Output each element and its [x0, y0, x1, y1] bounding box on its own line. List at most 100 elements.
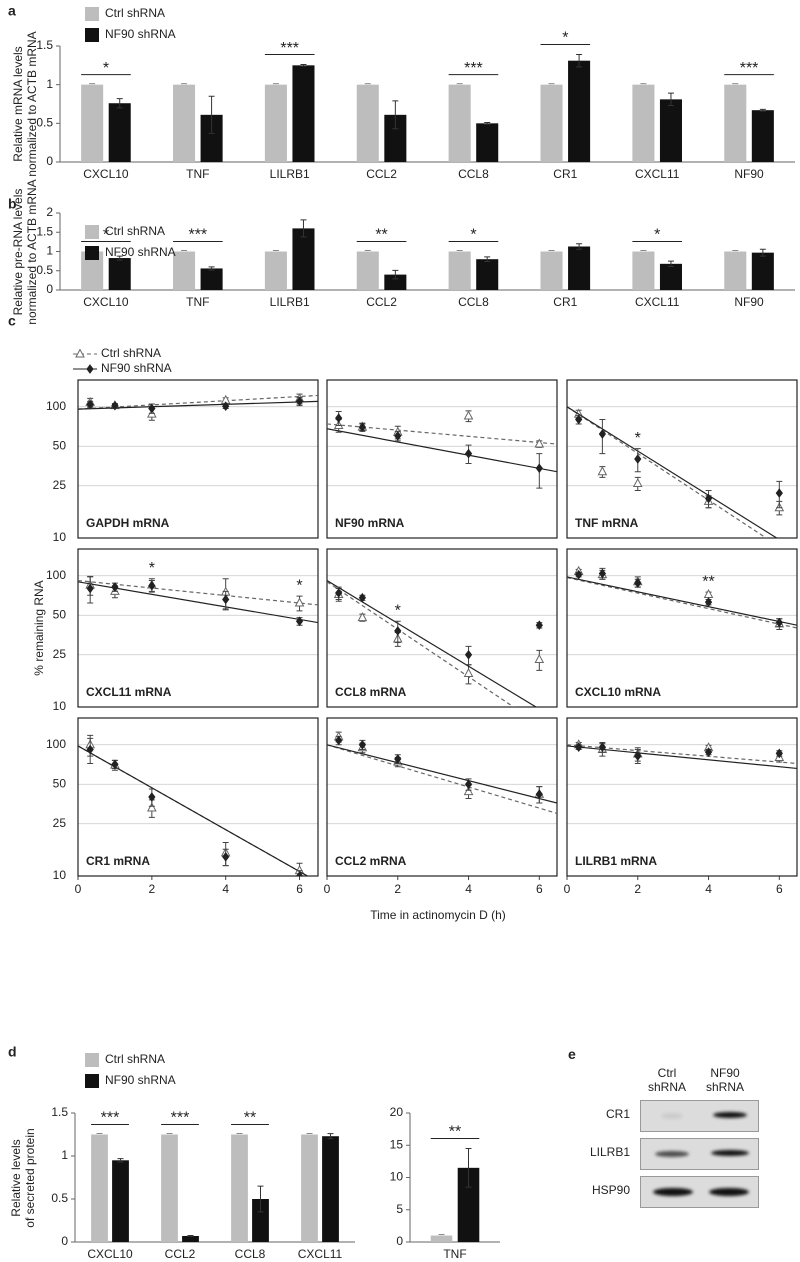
fit-line [567, 406, 778, 538]
error-bar [327, 1133, 334, 1140]
data-point [222, 401, 230, 412]
data-point [534, 653, 545, 664]
row-label: LILRB1 [589, 1145, 630, 1159]
x-tick-label: TNF [186, 167, 209, 181]
x-tick-label: 2 [634, 882, 641, 896]
panel-label: a [8, 3, 16, 19]
y-tick-label: 100 [46, 399, 66, 413]
bar [568, 246, 591, 290]
x-tick-label: CXCL11 [635, 167, 680, 181]
data-point [294, 597, 305, 607]
y-tick-label: 20 [390, 1105, 404, 1119]
y-tick-label: 1.5 [51, 1105, 68, 1119]
band [709, 1188, 749, 1196]
x-axis-title: Time in actinomycin D (h) [370, 908, 506, 922]
data-point [335, 413, 343, 423]
significance-label: *** [740, 60, 759, 77]
panel-title: CXCL10 mRNA [575, 685, 661, 699]
bar [448, 251, 471, 290]
y-tick-label: 1.5 [36, 224, 53, 238]
legend-swatch [85, 246, 99, 260]
panel-frame [566, 379, 798, 539]
plot-area [78, 393, 318, 421]
row-label: HSP90 [591, 1183, 630, 1197]
x-tick-label: 6 [536, 882, 543, 896]
x-tick-label: NF90 [734, 167, 764, 181]
data-point [295, 616, 304, 627]
panel-title: GAPDH mRNA [86, 516, 170, 530]
data-point [295, 396, 304, 407]
significance-label: * [654, 227, 660, 244]
bar [112, 1160, 129, 1242]
data-point [86, 583, 94, 594]
significance-label: * [103, 60, 109, 77]
x-tick-label: CCL2 [366, 167, 397, 181]
significance-label: * [470, 227, 476, 244]
significance-label: ** [449, 1124, 461, 1141]
data-point [463, 410, 474, 420]
y-tick-label: 0.5 [36, 263, 53, 277]
data-point [148, 792, 156, 802]
data-point [575, 414, 583, 425]
y-axis-title: Relative mRNA levels [11, 46, 25, 161]
panel-frame [77, 717, 319, 877]
bar [659, 99, 682, 162]
bar [264, 251, 287, 290]
x-tick-label: CCL8 [458, 167, 489, 181]
bar [81, 84, 104, 162]
legend-swatch [85, 1053, 99, 1067]
bar [724, 251, 747, 290]
bar [632, 251, 655, 290]
legend-swatch [85, 7, 99, 21]
panel-label: b [8, 196, 17, 212]
y-tick-label: 0 [61, 1234, 68, 1248]
blot-lane [640, 1176, 759, 1208]
data-point [222, 851, 230, 862]
x-tick-label: 4 [465, 882, 472, 896]
x-tick-label: CCL2 [165, 1247, 196, 1261]
data-point [775, 617, 783, 628]
data-point [535, 620, 543, 631]
data-point [464, 649, 473, 660]
bar [301, 1134, 318, 1242]
panel-frame [326, 717, 558, 877]
x-tick-label: CXCL10 [87, 1247, 133, 1261]
error-bar [187, 1235, 194, 1237]
bar [91, 1134, 108, 1242]
data-point [704, 493, 713, 504]
x-tick-label: 4 [705, 882, 712, 896]
data-point [535, 463, 543, 474]
error-bar [484, 122, 491, 125]
error-bar [465, 1147, 472, 1188]
plot-area [78, 575, 318, 627]
significance-label: * [296, 577, 302, 594]
data-point [295, 871, 304, 876]
y-axis-title: normalized to ACTB mRNA [25, 31, 39, 176]
error-bar [116, 255, 123, 261]
data-point [358, 739, 367, 750]
x-tick-label: CXCL10 [83, 167, 129, 181]
column-label: NF90 shRNA [705, 1066, 744, 1094]
data-point [634, 751, 642, 761]
legend-label: NF90 shRNA [101, 361, 172, 375]
fit-line [567, 406, 768, 538]
bar [252, 1199, 269, 1242]
fit-line [327, 744, 557, 814]
plot-area [327, 410, 557, 489]
x-tick-label: 6 [776, 882, 783, 896]
x-tick-label: CXCL10 [83, 295, 129, 309]
y-tick-label: 50 [53, 776, 67, 790]
panel-title: NF90 mRNA [335, 516, 405, 530]
data-point [598, 742, 607, 752]
y-tick-label: 10 [53, 530, 67, 544]
y-tick-label: 1 [61, 1148, 68, 1162]
y-tick-label: 0 [396, 1234, 403, 1248]
panel-frame [566, 548, 798, 708]
fit-line [78, 745, 309, 876]
data-point [575, 742, 583, 752]
y-tick-label: 25 [53, 647, 67, 661]
bar [476, 259, 499, 290]
y-tick-label: 1 [46, 244, 53, 258]
